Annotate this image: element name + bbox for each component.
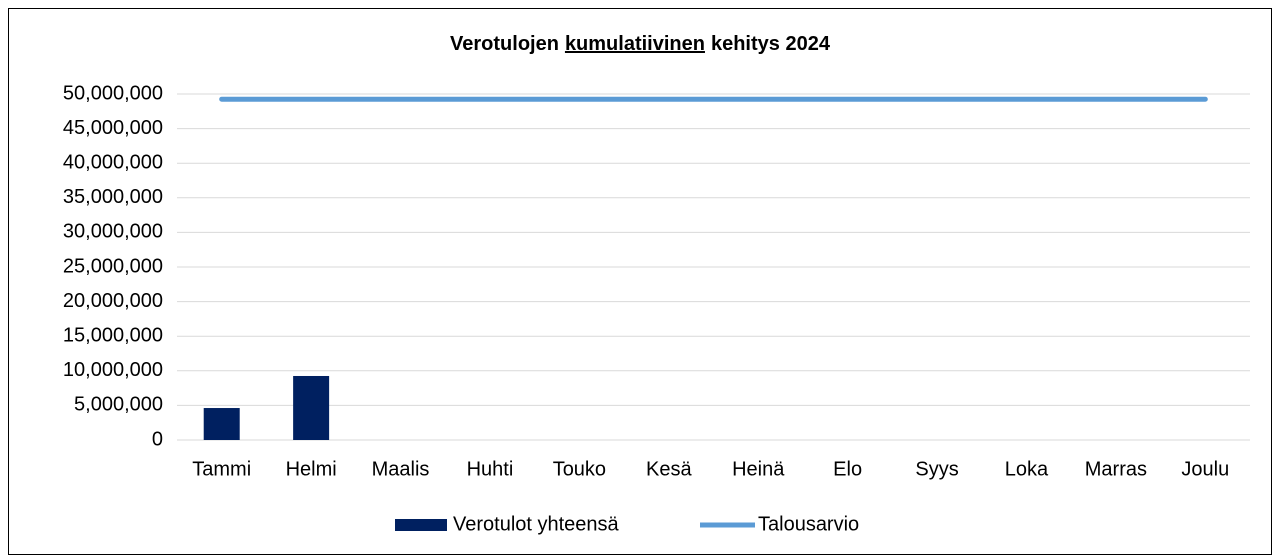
bar (203, 408, 240, 440)
legend-swatch (395, 519, 447, 531)
x-tick-label: Tammi (192, 458, 251, 480)
x-tick-label: Marras (1085, 458, 1147, 480)
x-tick-label: Joulu (1181, 458, 1229, 480)
legend-label: Verotulot yhteensä (453, 513, 620, 535)
legend-label: Talousarvio (758, 513, 859, 535)
chart-title: Verotulojen kumulatiivinen kehitys 2024 (450, 33, 831, 55)
y-tick-label: 50,000,000 (63, 82, 163, 104)
title-part: kehitys 2024 (711, 33, 831, 55)
y-tick-label: 10,000,000 (63, 359, 163, 381)
y-tick-label: 35,000,000 (63, 186, 163, 208)
x-tick-label: Huhti (467, 458, 514, 480)
y-tick-label: 30,000,000 (63, 221, 163, 243)
y-tick-label: 20,000,000 (63, 290, 163, 312)
x-tick-label: Heinä (732, 458, 785, 480)
title-part: kumulatiivinen (565, 33, 705, 55)
y-tick-label: 5,000,000 (74, 394, 163, 416)
y-tick-label: 15,000,000 (63, 324, 163, 346)
y-tick-label: 45,000,000 (63, 117, 163, 139)
y-tick-label: 40,000,000 (63, 151, 163, 173)
x-tick-label: Kesä (646, 458, 692, 480)
y-tick-label: 0 (152, 428, 163, 450)
x-tick-label: Syys (915, 458, 958, 480)
bar (293, 375, 330, 440)
x-tick-label: Helmi (286, 458, 337, 480)
x-tick-label: Maalis (372, 458, 430, 480)
x-tick-label: Touko (553, 458, 606, 480)
x-tick-label: Elo (833, 458, 862, 480)
x-tick-label: Loka (1005, 458, 1049, 480)
title-part: Verotulojen (450, 33, 559, 55)
y-tick-label: 25,000,000 (63, 255, 163, 277)
